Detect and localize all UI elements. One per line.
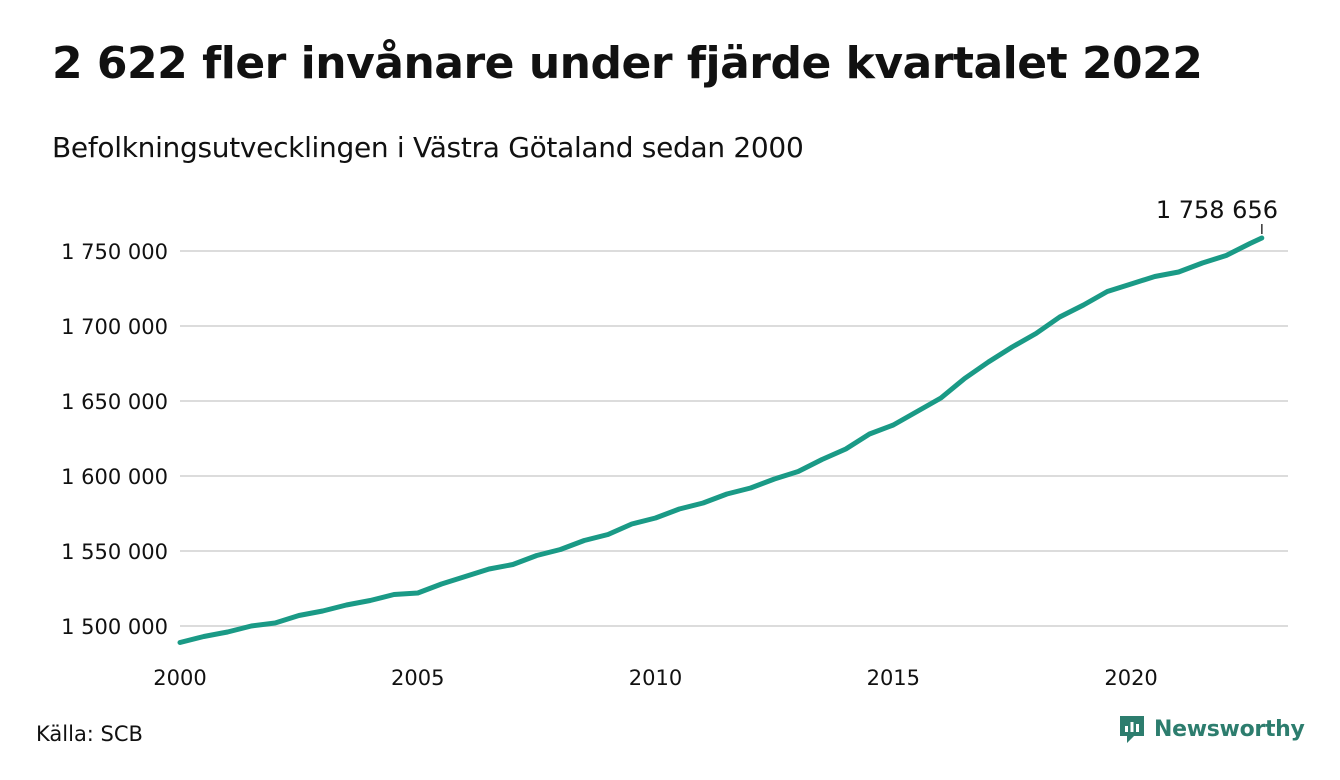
x-axis-tick-labels: 2000 2005 2010 2015 2020 bbox=[153, 666, 1158, 690]
end-value-label: 1 758 656 bbox=[1156, 196, 1278, 224]
x-tick-label: 2020 bbox=[1104, 666, 1157, 690]
x-tick-label: 2010 bbox=[629, 666, 682, 690]
y-tick-label: 1 500 000 bbox=[61, 615, 168, 639]
y-tick-label: 1 650 000 bbox=[61, 390, 168, 414]
y-tick-label: 1 600 000 bbox=[61, 465, 168, 489]
y-tick-label: 1 750 000 bbox=[61, 240, 168, 264]
chart-title: 2 622 fler invånare under fjärde kvartal… bbox=[52, 38, 1203, 89]
chart-subtitle: Befolkningsutvecklingen i Västra Götalan… bbox=[52, 131, 804, 164]
brand-logo: Newsworthy bbox=[1118, 714, 1305, 744]
line-chart: 1 500 000 1 550 000 1 600 000 1 650 000 1 70… bbox=[61, 196, 1288, 690]
source-note: Källa: SCB bbox=[36, 722, 143, 746]
y-tick-label: 1 550 000 bbox=[61, 540, 168, 564]
brand-name: Newsworthy bbox=[1154, 716, 1305, 742]
series-line bbox=[177, 235, 1265, 645]
y-tick-label: 1 700 000 bbox=[61, 315, 168, 339]
x-tick-label: 2015 bbox=[867, 666, 920, 690]
gridlines bbox=[180, 250, 1288, 627]
x-tick-label: 2005 bbox=[391, 666, 444, 690]
newsworthy-logo-icon bbox=[1120, 716, 1144, 743]
x-tick-label: 2000 bbox=[153, 666, 206, 690]
y-axis-tick-labels: 1 500 000 1 550 000 1 600 000 1 650 000 1 70… bbox=[61, 240, 168, 639]
